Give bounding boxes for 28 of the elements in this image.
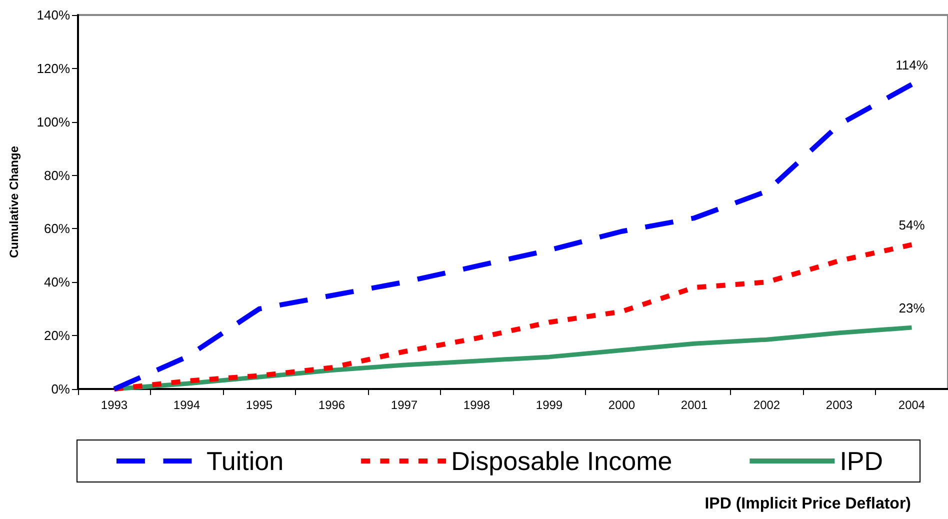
x-tick-label: 2003 xyxy=(826,398,853,412)
x-tick-label: 2000 xyxy=(608,398,636,412)
y-tick-label: 40% xyxy=(44,274,70,290)
data-label: 23% xyxy=(898,300,926,316)
data-label: 54% xyxy=(898,218,926,233)
x-tick-label: 1995 xyxy=(246,398,273,412)
legend-label: Tuition xyxy=(206,446,284,476)
y-tick-label: 120% xyxy=(36,60,70,76)
data-label: 114% xyxy=(896,57,928,72)
y-tick-label: 80% xyxy=(44,168,70,183)
x-tick-label: 1994 xyxy=(173,398,200,412)
x-tick-label: 2002 xyxy=(753,398,780,412)
y-tick-label: 100% xyxy=(36,114,70,130)
legend-label: Disposable Income xyxy=(451,446,672,476)
x-tick-label: 1998 xyxy=(463,398,490,412)
legend-label: IPD xyxy=(840,446,884,476)
text: IPD (Implicit Price Deflator) xyxy=(704,496,911,512)
y-tick-label: 20% xyxy=(44,328,70,344)
x-tick-label: 1996 xyxy=(318,398,346,412)
y-axis-title: Cumulative Change xyxy=(7,146,21,258)
x-tick-label: 1999 xyxy=(536,398,563,412)
y-tick-label: 0% xyxy=(51,382,70,396)
x-tick-label: 2001 xyxy=(680,398,708,412)
y-tick-label: 60% xyxy=(44,221,70,236)
y-tick-label: 140% xyxy=(36,8,70,22)
x-tick-label: 1993 xyxy=(100,398,128,412)
x-tick-label: 2004 xyxy=(898,398,926,412)
x-tick-label: 1997 xyxy=(390,398,418,412)
